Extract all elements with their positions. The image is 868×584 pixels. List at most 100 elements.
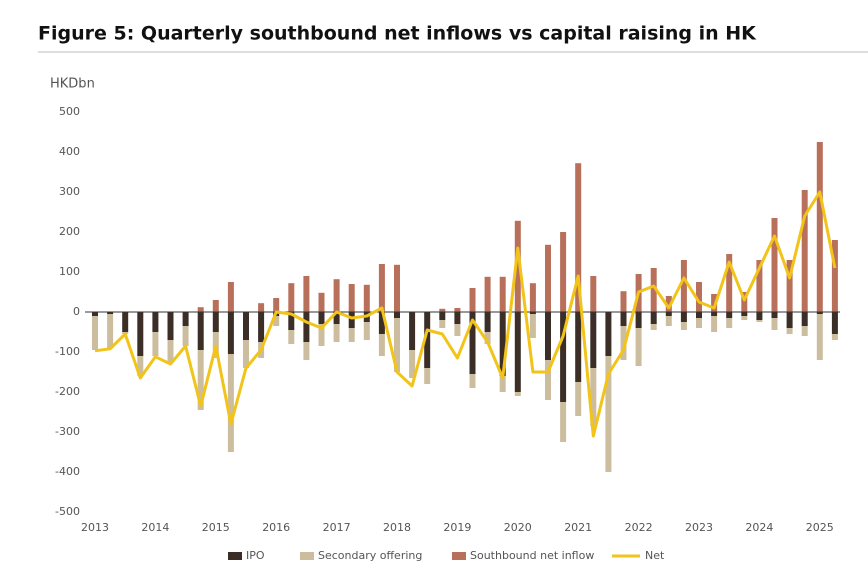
bar <box>680 312 687 322</box>
bar <box>394 312 400 318</box>
x-tick-label: 2014 <box>141 521 169 534</box>
bar <box>348 328 355 342</box>
bar <box>711 316 718 332</box>
bar <box>786 328 793 334</box>
bar <box>529 283 536 312</box>
legend-swatch <box>300 552 314 560</box>
bar <box>665 316 672 326</box>
bar <box>680 260 687 312</box>
bar <box>816 314 823 360</box>
bar <box>590 368 597 426</box>
bar <box>318 324 325 346</box>
bar <box>726 254 733 312</box>
legend-swatch <box>228 552 242 560</box>
bar <box>424 312 431 368</box>
bar <box>454 312 461 324</box>
bar <box>514 392 521 396</box>
bar <box>786 312 793 328</box>
y-tick-label: -300 <box>55 425 80 438</box>
y-axis-label: HKDbn <box>50 77 95 92</box>
bar <box>92 316 98 350</box>
y-tick-label: 300 <box>59 185 80 198</box>
bar <box>801 312 808 326</box>
bar <box>620 312 627 326</box>
y-tick-label: 200 <box>59 225 80 238</box>
bar <box>575 312 582 382</box>
bar <box>545 244 551 312</box>
bar <box>182 326 189 346</box>
bar <box>212 300 219 312</box>
bar <box>741 316 748 320</box>
bar <box>484 312 491 332</box>
bar <box>333 312 340 324</box>
legend-swatch <box>452 552 466 560</box>
x-tick-label: 2017 <box>323 521 351 534</box>
y-tick-label: -500 <box>55 505 80 518</box>
bar <box>560 312 567 402</box>
bar <box>258 312 265 342</box>
bar <box>696 312 702 318</box>
bar <box>680 322 687 330</box>
bar <box>394 264 400 312</box>
bar <box>227 282 234 312</box>
bar <box>499 312 506 376</box>
legend-label: Southbound net inflow <box>470 549 594 562</box>
bar <box>107 312 114 314</box>
bar <box>650 312 657 324</box>
bar <box>378 312 385 334</box>
bar <box>741 292 748 312</box>
x-tick-label: 2019 <box>443 521 471 534</box>
bar <box>137 356 144 376</box>
y-tick-label: -100 <box>55 345 80 358</box>
x-tick-label: 2023 <box>685 521 713 534</box>
bar <box>801 326 808 336</box>
x-tick-label: 2018 <box>383 521 411 534</box>
bar <box>786 260 793 312</box>
bar <box>363 284 370 312</box>
bar <box>484 276 491 312</box>
bar <box>726 318 733 328</box>
bar <box>318 292 325 312</box>
bar <box>545 312 551 360</box>
bar <box>333 279 340 312</box>
bar <box>227 354 234 452</box>
y-tick-label: 100 <box>59 265 80 278</box>
bar <box>816 312 823 314</box>
bar <box>273 316 280 326</box>
bar <box>620 326 627 360</box>
bar <box>288 312 295 330</box>
bar <box>545 360 551 400</box>
x-tick-label: 2013 <box>81 521 109 534</box>
bar <box>575 382 582 416</box>
legend-label: Net <box>645 549 665 562</box>
bar <box>378 264 385 312</box>
bar <box>469 374 476 388</box>
bar <box>409 350 416 378</box>
bar <box>696 318 702 328</box>
bar <box>529 312 536 314</box>
bar <box>514 312 521 392</box>
x-tick-label: 2025 <box>806 521 834 534</box>
bar <box>243 340 249 368</box>
bar <box>771 312 778 318</box>
chart-title: Figure 5: Quarterly southbound net inflo… <box>38 23 757 45</box>
bar <box>590 276 597 312</box>
bar <box>756 312 763 320</box>
bar <box>650 268 657 312</box>
bar <box>107 314 114 348</box>
bar <box>333 324 340 342</box>
bar <box>560 402 567 442</box>
bar <box>197 312 204 350</box>
bar <box>514 220 521 312</box>
bar <box>197 307 204 312</box>
bar <box>152 312 159 332</box>
bar <box>469 288 476 312</box>
bar <box>635 328 642 366</box>
bar <box>273 298 280 312</box>
x-tick-label: 2021 <box>564 521 592 534</box>
bar <box>529 314 536 338</box>
bar <box>288 330 295 344</box>
bar <box>348 312 355 328</box>
y-tick-label: 0 <box>73 305 80 318</box>
